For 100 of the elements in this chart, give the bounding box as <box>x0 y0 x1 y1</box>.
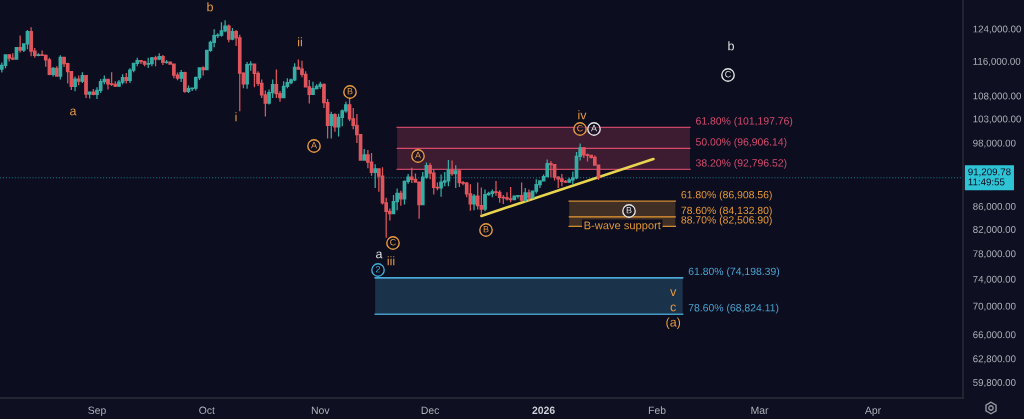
candlestick <box>274 68 279 99</box>
ref-line-label: 91,209.78 11:49:55 <box>968 168 1011 186</box>
candlestick <box>219 21 224 38</box>
candlestick <box>505 191 509 202</box>
candlestick <box>139 59 143 65</box>
candlestick <box>398 190 403 207</box>
candlestick <box>508 186 513 203</box>
y-tick-label: 66,000.00 <box>973 331 1016 340</box>
x-tick-label: Dec <box>421 406 440 414</box>
candlestick <box>479 186 484 216</box>
candlestick <box>84 74 88 99</box>
candlestick <box>201 65 205 77</box>
y-tick-label: 82,000.00 <box>973 226 1016 235</box>
annotation: 61.80% (101,197.76) <box>696 116 793 127</box>
candlestick <box>226 23 231 43</box>
annotation: i <box>235 112 237 122</box>
candlestick <box>318 81 323 90</box>
annotation: C <box>725 71 731 78</box>
candlestick <box>439 173 443 198</box>
candlestick <box>179 69 184 83</box>
candlestick <box>124 72 129 85</box>
annotation: C <box>577 125 583 132</box>
candlestick <box>468 183 473 212</box>
candlestick <box>87 91 92 100</box>
candlestick <box>560 173 564 187</box>
annotation: 38.20% (92,796.52) <box>695 158 787 169</box>
candlestick <box>164 59 169 65</box>
y-tick-label: 103,000.00 <box>973 115 1021 124</box>
annotation: b <box>207 2 213 12</box>
annotation: 78.60% (84,132.80) <box>681 206 772 217</box>
candlestick <box>373 163 378 189</box>
annotation: A <box>415 152 421 159</box>
annotation: v <box>670 289 677 296</box>
candlestick <box>153 55 158 67</box>
candlestick <box>150 56 154 67</box>
annotation: iii <box>387 256 395 266</box>
candlestick <box>292 62 297 82</box>
candlestick <box>157 52 162 61</box>
y-tick-label: 86,000.00 <box>973 202 1016 211</box>
candlestick <box>29 26 33 57</box>
annotation: A <box>591 125 597 132</box>
candlestick <box>146 57 151 69</box>
annotation: ii <box>298 37 302 47</box>
candlestick <box>490 188 495 198</box>
candlestick <box>18 34 22 54</box>
candlestick <box>212 28 216 48</box>
y-tick-label: 62,800.00 <box>973 355 1016 364</box>
candlestick <box>7 53 11 63</box>
candlestick <box>54 65 59 78</box>
candlestick <box>501 194 506 205</box>
candlestick <box>333 112 337 133</box>
candlestick <box>395 187 399 211</box>
x-tick-label: Apr <box>864 406 881 417</box>
x-tick-label: Mar <box>751 406 769 414</box>
candlestick <box>453 164 458 189</box>
annotation: 61.80% (86,908.56) <box>681 190 772 201</box>
candlestick <box>76 74 81 86</box>
candlestick <box>527 188 531 202</box>
y-tick-label: 108,000.00 <box>973 92 1021 101</box>
candlestick <box>516 194 520 200</box>
annotation: 61.80% (74,198.39) <box>688 267 780 278</box>
x-tick-label: Feb <box>648 406 666 414</box>
annotation: b <box>728 41 734 51</box>
x-tick-label: 2026 <box>532 406 555 414</box>
y-tick-label: 70,000.00 <box>973 302 1016 311</box>
candlestick <box>245 61 249 90</box>
annotation: 50.00% (96,906.14) <box>695 137 787 148</box>
x-tick-label: Oct <box>199 406 215 414</box>
candlestick <box>311 81 315 96</box>
annotation: a <box>376 251 383 259</box>
candlestick <box>472 193 476 211</box>
annotation: 88.70% (82,506.90) <box>681 215 772 226</box>
candlestick <box>237 34 242 112</box>
annotation: 2 <box>375 266 381 273</box>
y-tick-label: 116,000.00 <box>973 57 1021 66</box>
candlestick <box>281 80 286 99</box>
y-tick-label: 59,800.00 <box>973 379 1016 388</box>
candlestick <box>183 71 187 94</box>
candlestick <box>10 52 15 61</box>
annotation: C <box>390 239 396 246</box>
candlestick <box>36 52 41 57</box>
annotation: B <box>626 207 632 214</box>
candlestick <box>483 188 487 212</box>
y-tick-label: 74,000.00 <box>973 275 1016 284</box>
candlestick <box>91 88 96 96</box>
candlestick <box>450 159 454 177</box>
candlestick <box>545 158 550 178</box>
annotation: B <box>483 226 489 233</box>
candlestick <box>475 181 480 211</box>
annotation: (a) <box>666 317 681 330</box>
candlestick <box>519 181 524 203</box>
candlestick <box>109 71 114 87</box>
candlestick <box>161 54 165 66</box>
candlestick <box>73 75 77 92</box>
annotation: a <box>70 108 77 116</box>
candlestick <box>409 167 414 184</box>
candlestick <box>362 148 367 162</box>
candlestick <box>128 67 132 84</box>
annotation: iv <box>578 110 587 120</box>
candlestick <box>223 19 227 33</box>
